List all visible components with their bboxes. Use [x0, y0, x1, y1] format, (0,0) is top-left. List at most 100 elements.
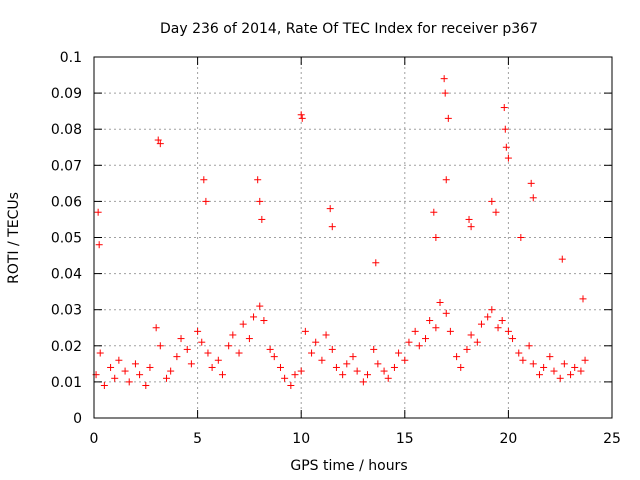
y-axis-label: ROTI / TECUs	[6, 192, 22, 284]
data-point	[281, 374, 289, 382]
data-point	[291, 371, 299, 379]
data-point	[322, 331, 330, 339]
data-point	[131, 360, 139, 368]
data-point	[492, 208, 500, 216]
data-point	[540, 363, 548, 371]
data-point	[432, 234, 440, 241]
data-point	[484, 313, 492, 321]
data-point	[390, 363, 398, 371]
data-point	[442, 309, 450, 317]
x-tick-label: 20	[499, 431, 517, 447]
data-point	[517, 234, 525, 241]
data-point	[535, 371, 543, 379]
data-point	[256, 302, 264, 310]
data-point	[473, 338, 481, 346]
data-point	[200, 176, 208, 184]
data-point	[415, 342, 423, 350]
data-point	[339, 371, 347, 379]
data-point	[287, 382, 295, 390]
data-point	[488, 306, 496, 314]
x-tick-label: 25	[603, 431, 621, 447]
data-point	[529, 194, 537, 202]
data-point	[465, 215, 473, 223]
data-point	[370, 345, 378, 353]
data-point	[276, 363, 284, 371]
data-point	[167, 367, 175, 375]
x-axis-label: GPS time / hours	[290, 458, 407, 474]
data-point	[177, 335, 185, 343]
y-tick-label: 0	[73, 411, 82, 427]
data-point	[107, 363, 115, 371]
data-point	[422, 335, 430, 343]
data-point	[500, 104, 508, 112]
data-point	[250, 313, 258, 321]
data-point	[426, 317, 434, 325]
data-point	[239, 320, 247, 328]
data-point	[115, 356, 123, 364]
data-point	[194, 327, 202, 335]
data-point	[560, 360, 568, 368]
data-point	[446, 327, 454, 335]
data-point	[187, 360, 195, 368]
data-point	[343, 360, 351, 368]
x-tick-label: 10	[292, 431, 310, 447]
data-point	[297, 367, 305, 375]
y-tick-label: 0.07	[51, 158, 82, 174]
data-point	[395, 349, 403, 357]
data-point	[301, 327, 309, 335]
data-point	[453, 353, 461, 361]
data-point	[501, 125, 509, 133]
data-point	[332, 363, 340, 371]
data-point	[308, 349, 316, 357]
data-point	[571, 363, 579, 371]
data-point	[558, 255, 566, 263]
data-point	[556, 374, 564, 382]
data-point	[581, 356, 589, 364]
chart-title: Day 236 of 2014, Rate Of TEC Index for r…	[160, 21, 538, 37]
x-tick-label: 15	[396, 431, 414, 447]
data-point	[498, 317, 506, 325]
data-point	[527, 179, 535, 187]
data-point	[467, 331, 475, 339]
data-point	[328, 223, 336, 231]
data-point	[214, 356, 222, 364]
data-point	[218, 371, 226, 379]
data-point	[95, 241, 103, 249]
data-point	[136, 371, 144, 379]
data-point	[318, 356, 326, 364]
data-point	[442, 176, 450, 184]
data-point	[546, 353, 554, 361]
data-points	[92, 75, 589, 390]
data-point	[121, 367, 129, 375]
data-point	[154, 136, 162, 144]
data-point	[100, 382, 108, 390]
y-tick-label: 0.03	[51, 303, 82, 319]
data-point	[225, 342, 233, 350]
data-point	[202, 197, 210, 205]
data-point	[529, 360, 537, 368]
data-point	[142, 382, 150, 390]
data-point	[208, 363, 216, 371]
data-point	[380, 367, 388, 375]
data-point	[163, 374, 171, 382]
data-point	[204, 349, 212, 357]
data-point	[515, 349, 523, 357]
data-point	[183, 345, 191, 353]
data-point	[312, 338, 320, 346]
data-point	[430, 208, 438, 216]
data-point	[254, 176, 262, 184]
y-tick-label: 0.02	[51, 339, 82, 355]
data-point	[405, 338, 413, 346]
data-point	[519, 356, 527, 364]
data-point	[457, 363, 465, 371]
data-point	[488, 197, 496, 205]
data-point	[125, 378, 133, 386]
data-point	[96, 349, 104, 357]
data-point	[349, 353, 357, 361]
data-point	[94, 208, 102, 216]
data-point	[111, 374, 119, 382]
data-point	[550, 367, 558, 375]
data-point	[384, 374, 392, 382]
data-point	[463, 345, 471, 353]
